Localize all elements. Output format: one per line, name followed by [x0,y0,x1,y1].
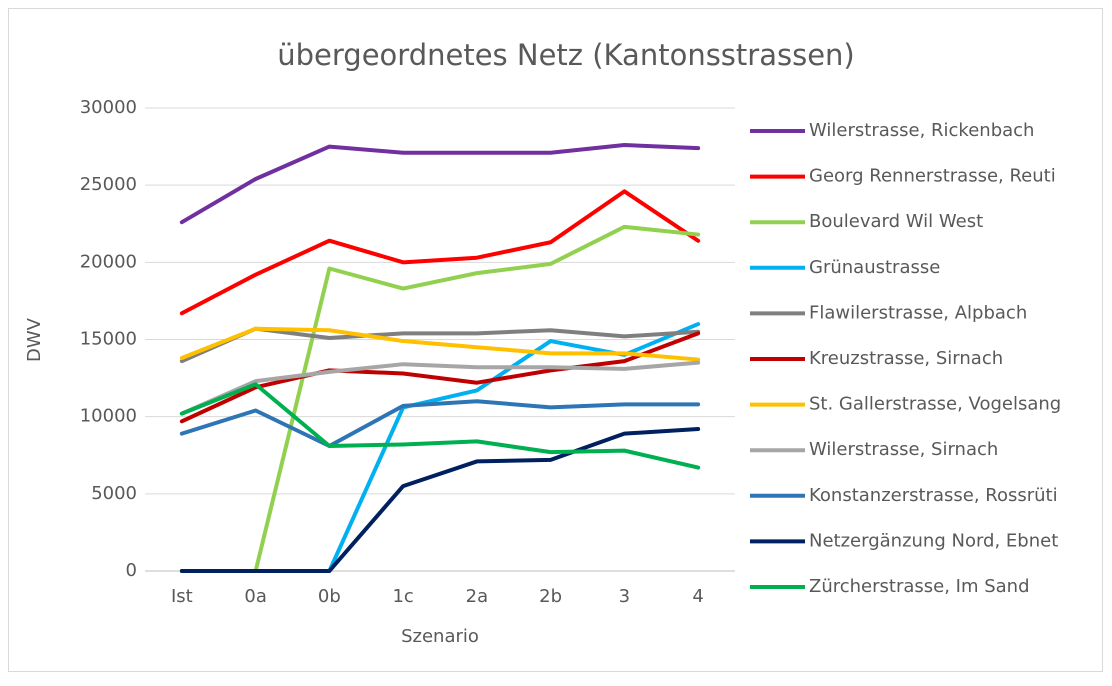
legend-label: Wilerstrasse, Rickenbach [809,120,1034,141]
legend-label: Zürcherstrasse, Im Sand [809,576,1030,597]
legend-label: Kreuzstrasse, Sirnach [809,348,1003,369]
x-tick-label: 0b [318,586,341,607]
x-axis-label: Szenario [401,626,479,647]
y-axis-label: DWV [24,317,45,362]
x-tick-label: 0a [244,586,266,607]
x-tick-label: 1c [392,586,413,607]
x-tick-label: 4 [692,586,703,607]
series-line [179,143,701,225]
y-tick-label: 30000 [80,97,137,118]
x-tick-label: Ist [171,586,193,607]
series-line [179,224,701,573]
legend-label: Georg Rennerstrasse, Reuti [809,166,1056,187]
y-tick-label: 0 [126,560,137,581]
series-line [179,360,701,416]
series-line [179,331,701,424]
series-line [179,189,701,316]
legend-label: Wilerstrasse, Sirnach [809,439,998,460]
x-tick-label: 2b [539,586,562,607]
series-line [179,399,701,448]
y-tick-label: 5000 [91,483,137,504]
x-tick-label: 3 [619,586,630,607]
chart-title: übergeordnetes Netz (Kantonsstrassen) [277,38,854,72]
y-tick-label: 20000 [80,251,137,272]
x-tick-label: 2a [466,586,488,607]
series-line [179,427,701,573]
y-tick-label: 15000 [80,329,137,350]
legend-label: Grünaustrasse [809,257,940,278]
series-line [179,326,701,362]
legend-label: Boulevard Wil West [809,211,983,232]
y-tick-label: 10000 [80,406,137,427]
legend-label: Flawilerstrasse, Alpbach [809,302,1027,323]
series-line [179,382,701,470]
legend-label: Konstanzerstrasse, Rossrüti [809,485,1058,506]
legend-label: St. Gallerstrasse, Vogelsang [809,394,1061,415]
legend-label: Netzergänzung Nord, Ebnet [809,530,1058,551]
y-tick-label: 25000 [80,174,137,195]
